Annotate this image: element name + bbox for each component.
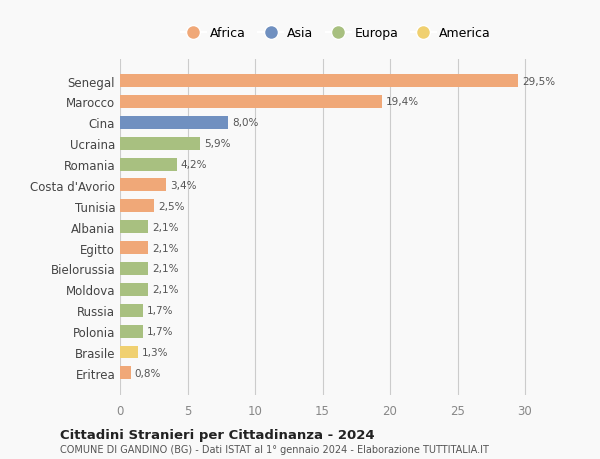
- Bar: [120, 75, 518, 88]
- Bar: [120, 346, 137, 358]
- Text: 5,9%: 5,9%: [204, 139, 230, 149]
- Text: 19,4%: 19,4%: [386, 97, 419, 107]
- Text: 2,1%: 2,1%: [152, 243, 179, 253]
- Text: 4,2%: 4,2%: [181, 160, 207, 170]
- Bar: [120, 96, 382, 109]
- Bar: [120, 117, 228, 129]
- Text: 0,8%: 0,8%: [135, 368, 161, 378]
- Text: 8,0%: 8,0%: [232, 118, 259, 128]
- Bar: [120, 325, 143, 338]
- Text: 2,1%: 2,1%: [152, 264, 179, 274]
- Bar: [120, 241, 148, 254]
- Bar: [120, 263, 148, 275]
- Text: 2,1%: 2,1%: [152, 285, 179, 295]
- Bar: [120, 283, 148, 296]
- Text: 1,7%: 1,7%: [147, 306, 173, 315]
- Bar: [120, 304, 143, 317]
- Text: 3,4%: 3,4%: [170, 180, 196, 190]
- Bar: [120, 137, 200, 151]
- Bar: [120, 158, 176, 171]
- Text: 2,5%: 2,5%: [158, 202, 184, 211]
- Bar: [120, 221, 148, 234]
- Legend: Africa, Asia, Europa, America: Africa, Asia, Europa, America: [176, 22, 496, 45]
- Text: COMUNE DI GANDINO (BG) - Dati ISTAT al 1° gennaio 2024 - Elaborazione TUTTITALIA: COMUNE DI GANDINO (BG) - Dati ISTAT al 1…: [60, 444, 489, 454]
- Text: 1,7%: 1,7%: [147, 326, 173, 336]
- Bar: [120, 179, 166, 192]
- Text: 29,5%: 29,5%: [522, 76, 556, 86]
- Text: 1,3%: 1,3%: [142, 347, 168, 357]
- Text: Cittadini Stranieri per Cittadinanza - 2024: Cittadini Stranieri per Cittadinanza - 2…: [60, 428, 374, 441]
- Bar: [120, 367, 131, 380]
- Text: 2,1%: 2,1%: [152, 222, 179, 232]
- Bar: [120, 200, 154, 213]
